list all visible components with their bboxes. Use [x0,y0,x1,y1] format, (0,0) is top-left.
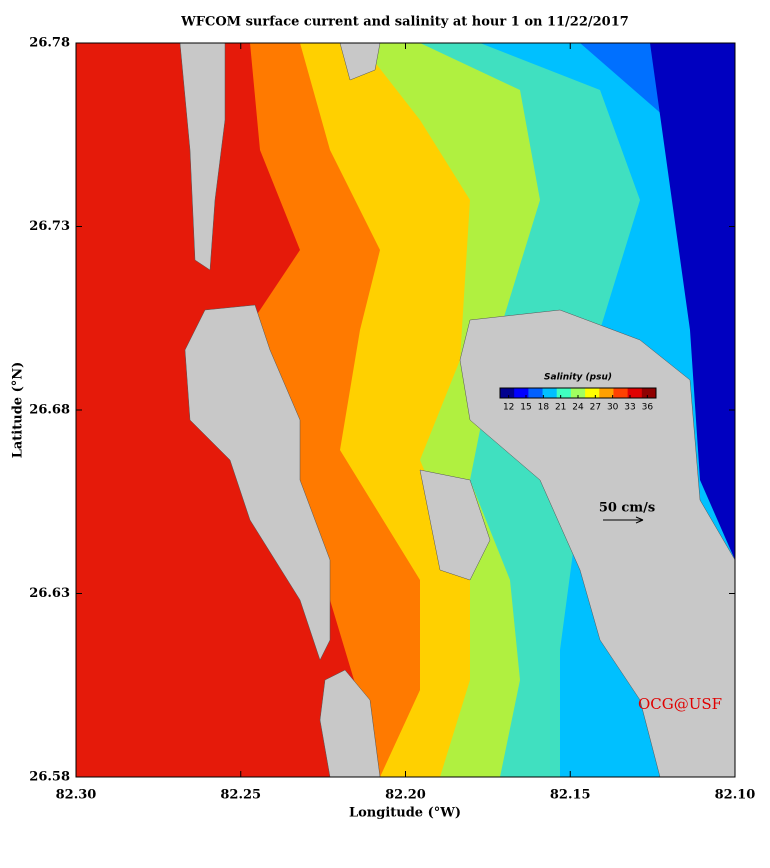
y-tick-label: 26.58 [29,770,70,785]
colorbar-tick-label: 24 [572,403,584,413]
x-tick-label: 82.15 [550,788,591,803]
colorbar-swatch [613,388,629,398]
colorbar-label: Salinity (psu) [544,373,612,383]
y-tick-label: 26.63 [29,586,70,601]
colorbar-swatch [514,388,529,398]
colorbar-tick-label: 36 [642,403,654,413]
y-tick-label: 26.78 [29,36,70,51]
colorbar-tick-label: 15 [520,403,531,413]
colorbar-tick-label: 18 [538,403,550,413]
credit: OCG@USF [638,695,722,713]
y-tick-label: 26.73 [29,219,70,234]
x-tick-label: 82.20 [385,788,426,803]
y-axis-label: Latitude (°N) [11,362,26,459]
colorbar-swatch [641,388,657,398]
colorbar-swatch [528,388,544,398]
colorbar-swatch [570,388,586,398]
scale-label: 50 cm/s [599,501,655,516]
x-tick-label: 82.25 [220,788,261,803]
scale-arrow-head [635,516,644,524]
colorbar-tick-label: 30 [607,403,619,413]
title: WFCOM surface current and salinity at ho… [180,15,629,30]
x-axis-label: Longitude (°W) [349,806,461,821]
colorbar-swatch [627,388,643,398]
salinity-field [76,43,735,777]
colorbar-tick-label: 12 [503,403,514,413]
colorbar-swatch [542,388,558,398]
colorbar-swatch [500,388,515,398]
colorbar-swatch [599,388,614,398]
colorbar-swatch [585,388,600,398]
y-tick-label: 26.68 [29,403,70,418]
x-tick-label: 82.30 [56,788,97,803]
colorbar-swatch [556,388,572,398]
x-tick-label: 82.10 [715,788,756,803]
colorbar-tick-label: 27 [590,403,601,413]
colorbar-tick-label: 33 [624,403,635,413]
colorbar-tick-label: 21 [555,403,566,413]
